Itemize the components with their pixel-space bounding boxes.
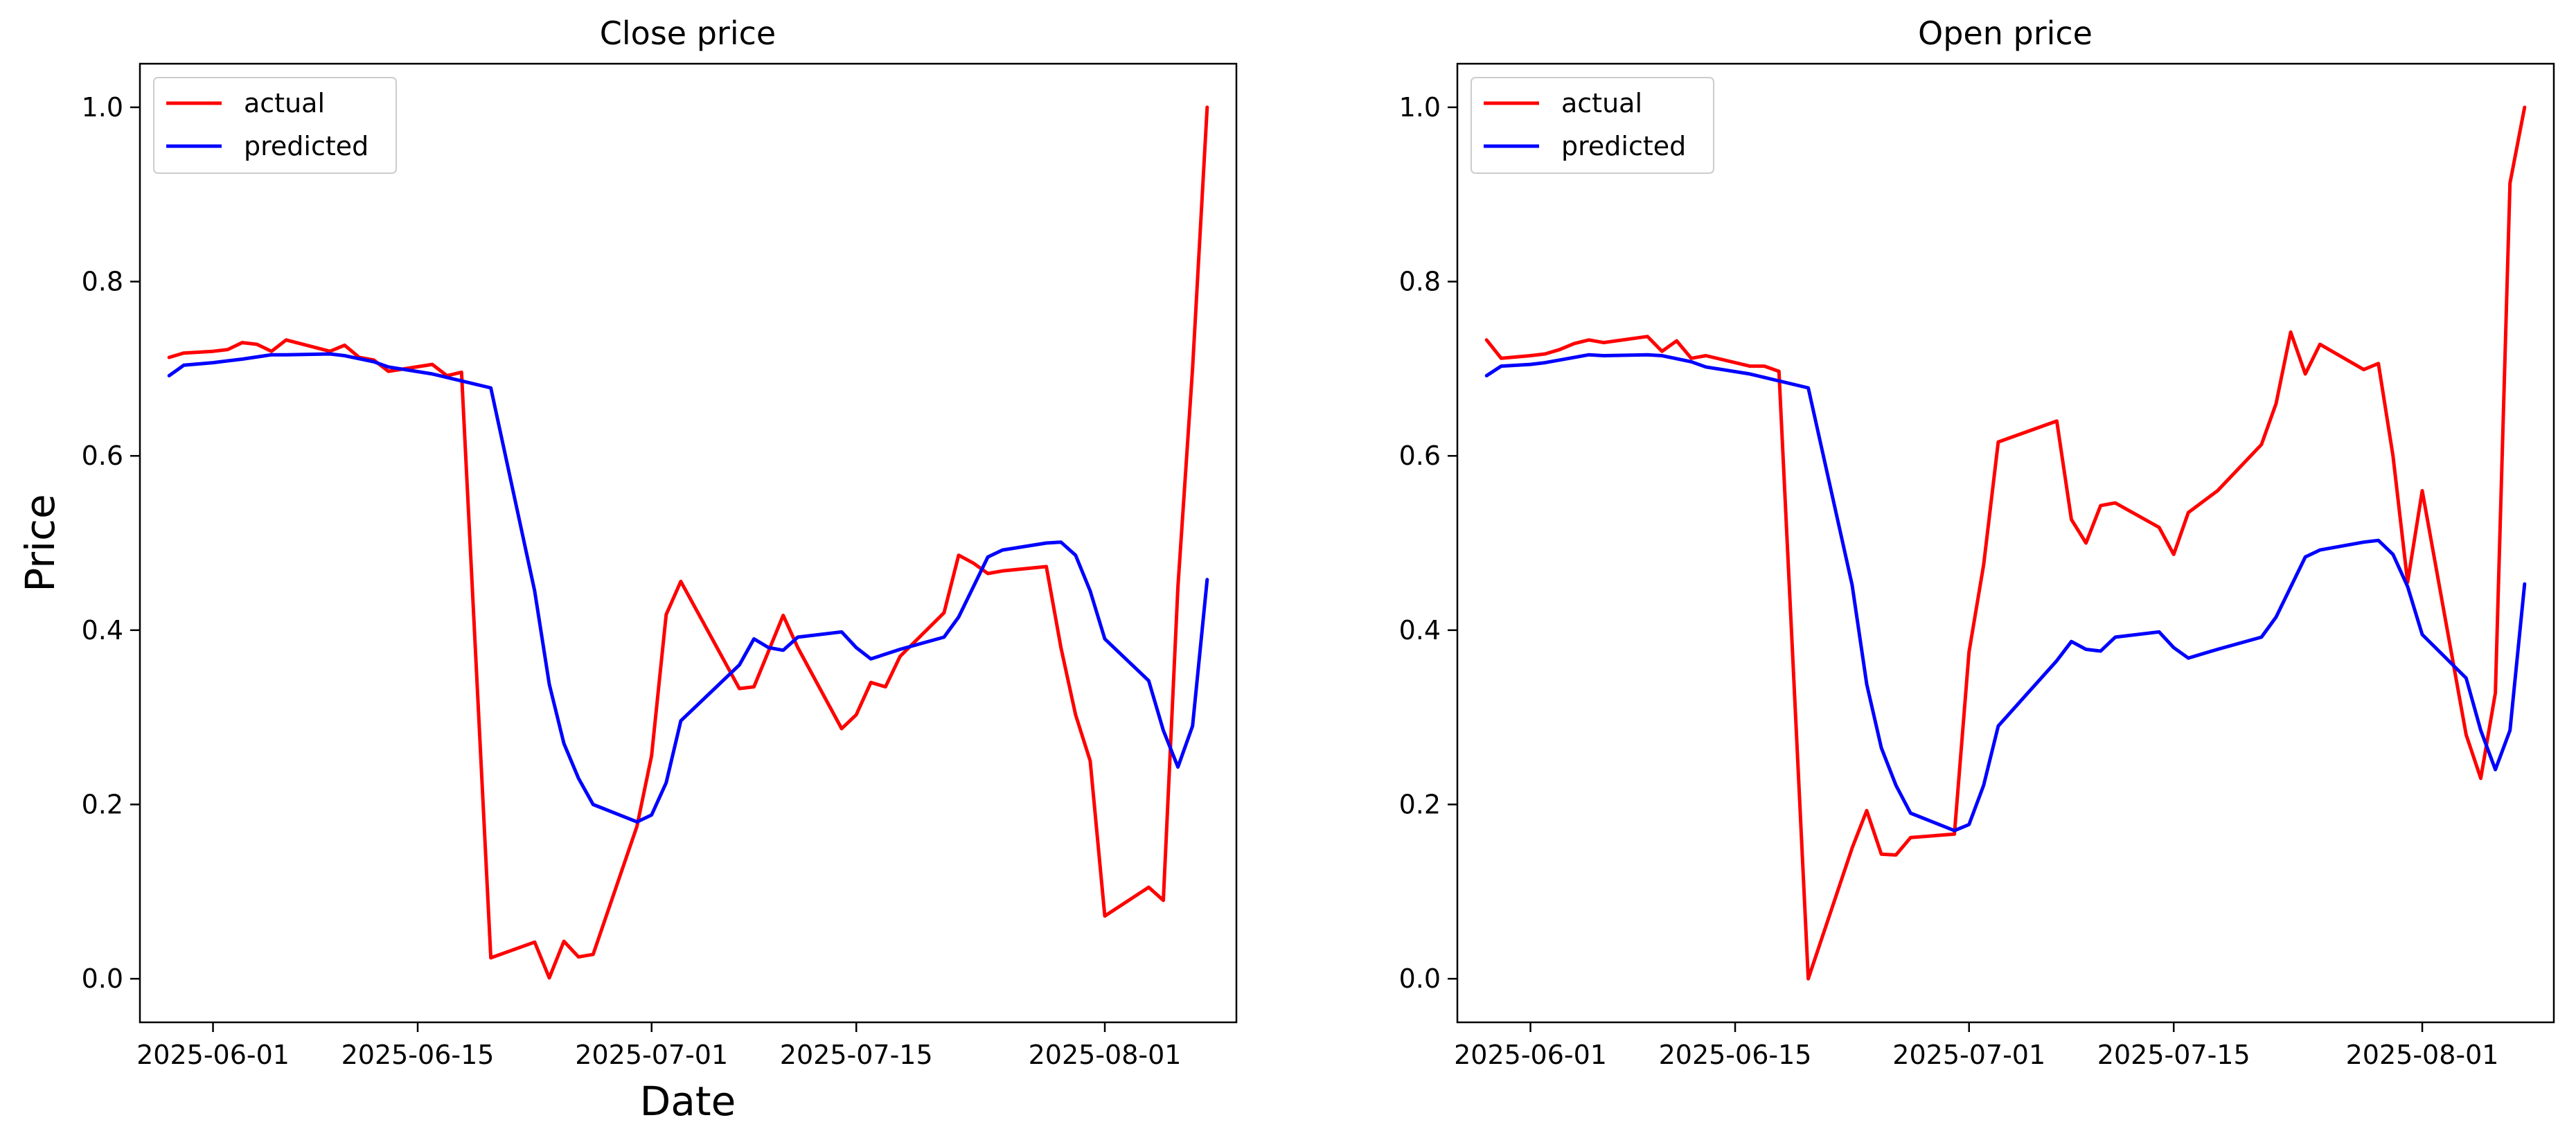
- close-price-tick-layer: 2025-06-01 2025-06-15 2025-07-01 2025-07-15…: [82, 92, 1182, 1070]
- close-price-legend: actual predicted: [153, 77, 397, 174]
- close-price-legend-label-actual: actual: [244, 88, 325, 118]
- open-price-y-tick-label: 0.2: [1399, 789, 1441, 819]
- close-price-x-tick-label: 2025-07-01: [575, 1040, 728, 1070]
- open-price-x-tick-label: 2025-07-01: [1892, 1040, 2045, 1070]
- close-price-series-layer: [167, 105, 1209, 980]
- open-price-title: Open price: [1918, 15, 2093, 52]
- close-price-y-tick-label: 1.0: [82, 92, 123, 123]
- close-price-x-tick-label: 2025-06-01: [136, 1040, 290, 1070]
- x-axis-label: Date: [640, 1078, 736, 1125]
- open-price-legend-label-predicted: predicted: [1561, 131, 1686, 161]
- close-price-y-tick-label: 0.6: [82, 441, 123, 471]
- open-price-legend-label-actual: actual: [1561, 88, 1642, 118]
- close-price-plot-frame: [139, 62, 1238, 1024]
- open-price-x-tick-label: 2025-06-01: [1454, 1040, 1607, 1070]
- close-price-x-tick-label: 2025-06-15: [341, 1040, 495, 1070]
- open-price-legend: actual predicted: [1471, 77, 1714, 174]
- open-price-y-tick-label: 0.8: [1399, 267, 1441, 297]
- open-price-y-tick-label: 0.4: [1399, 615, 1441, 646]
- open-price-tick-layer: 2025-06-01 2025-06-15 2025-07-01 2025-07-15…: [1399, 92, 2499, 1070]
- open-price-series-layer: [1484, 105, 2527, 981]
- open-price-y-tick-label: 1.0: [1399, 92, 1441, 123]
- open-price-y-tick-label: 0.6: [1399, 441, 1441, 471]
- open-price-series-actual: [1484, 105, 2527, 981]
- open-price-y-tick-label: 0.0: [1399, 963, 1441, 994]
- open-price-plot-frame: [1456, 62, 2555, 1024]
- close-price-y-tick-label: 0.0: [82, 963, 123, 994]
- close-price-x-tick-label: 2025-08-01: [1029, 1040, 1182, 1070]
- close-price-panel: Close price 2025-06-01 2025-06-15 2025-07-…: [82, 15, 1238, 1070]
- open-price-panel: Open price 2025-06-01 2025-06-15 2025-07-0…: [1399, 15, 2555, 1070]
- close-price-y-tick-label: 0.4: [82, 615, 123, 646]
- open-price-series-predicted: [1484, 353, 2527, 833]
- close-price-y-tick-label: 0.2: [82, 789, 123, 819]
- y-axis-label: Price: [17, 494, 64, 592]
- close-price-legend-label-predicted: predicted: [244, 131, 368, 161]
- close-price-title: Close price: [600, 15, 776, 52]
- close-price-x-tick-label: 2025-07-15: [780, 1040, 933, 1070]
- open-price-x-tick-label: 2025-08-01: [2346, 1040, 2499, 1070]
- close-price-series-actual: [167, 105, 1209, 980]
- open-price-x-tick-label: 2025-07-15: [2097, 1040, 2250, 1070]
- open-price-x-tick-label: 2025-06-15: [1659, 1040, 1812, 1070]
- close-price-series-predicted: [167, 352, 1209, 824]
- close-price-y-tick-label: 0.8: [82, 267, 123, 297]
